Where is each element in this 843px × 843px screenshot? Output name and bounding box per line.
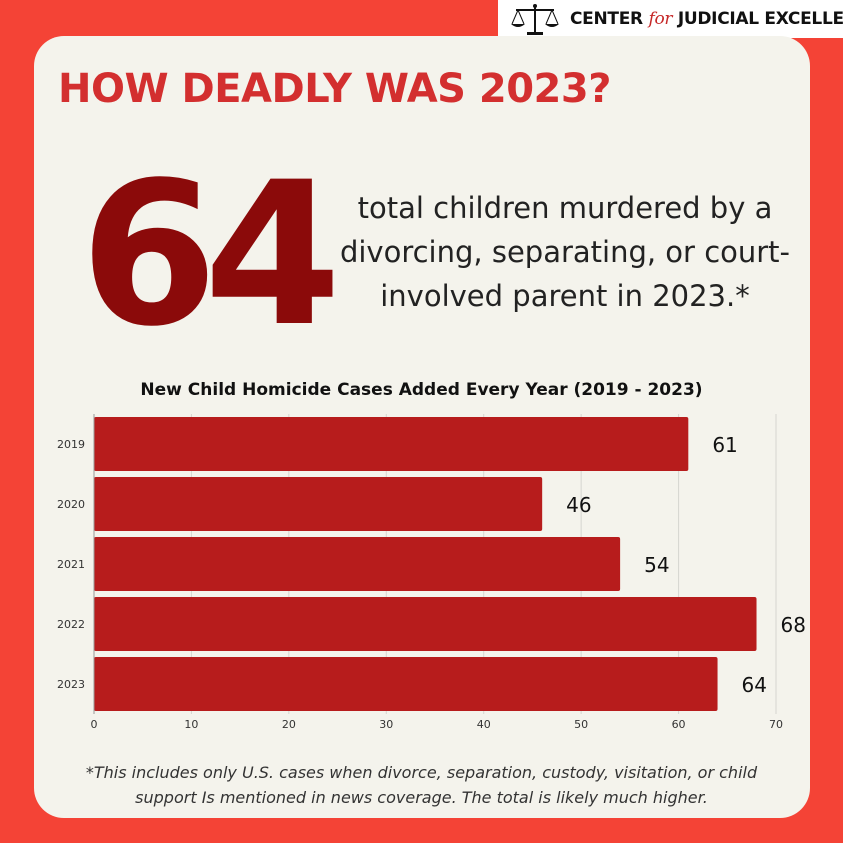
category-label: 2021	[57, 558, 85, 571]
footnote: *This includes only U.S. cases when divo…	[85, 763, 758, 807]
brand-name: CENTER for JUDICIAL EXCELLENCE	[570, 9, 843, 29]
brand-name-for: for	[648, 9, 673, 29]
big-stat-number: 64	[80, 139, 342, 370]
big-stat-description: total children murdered by a divorcing, …	[339, 191, 791, 313]
x-tick-label: 0	[91, 718, 98, 731]
x-tick-label: 30	[379, 718, 393, 731]
bar-2022	[94, 597, 757, 651]
x-tick-label: 60	[672, 718, 686, 731]
bar-2019	[94, 417, 689, 471]
value-label: 61	[712, 433, 737, 457]
brand-name-part1: CENTER	[570, 9, 643, 29]
x-tick-label: 10	[184, 718, 198, 731]
x-tick-label: 20	[282, 718, 296, 731]
brand-logo-bar: CENTER for JUDICIAL EXCELLENCE	[498, 0, 843, 38]
value-label: 54	[644, 553, 669, 577]
value-label: 64	[742, 673, 767, 697]
bar-2021	[94, 537, 621, 591]
x-tick-label: 50	[574, 718, 588, 731]
scales-of-justice-icon	[511, 4, 559, 35]
value-label: 68	[781, 613, 806, 637]
category-label: 2020	[57, 498, 85, 511]
x-tick-label: 70	[769, 718, 783, 731]
value-label: 46	[566, 493, 591, 517]
x-tick-label: 40	[477, 718, 491, 731]
bar-2023	[94, 657, 718, 711]
category-label: 2023	[57, 678, 85, 691]
bar-2020	[94, 477, 543, 531]
brand-name-part2: JUDICIAL EXCELLENCE	[677, 9, 843, 29]
headline: HOW DEADLY WAS 2023?	[58, 66, 611, 112]
category-label: 2019	[57, 438, 85, 451]
chart-title: New Child Homicide Cases Added Every Yea…	[140, 380, 703, 400]
category-label: 2022	[57, 618, 85, 631]
